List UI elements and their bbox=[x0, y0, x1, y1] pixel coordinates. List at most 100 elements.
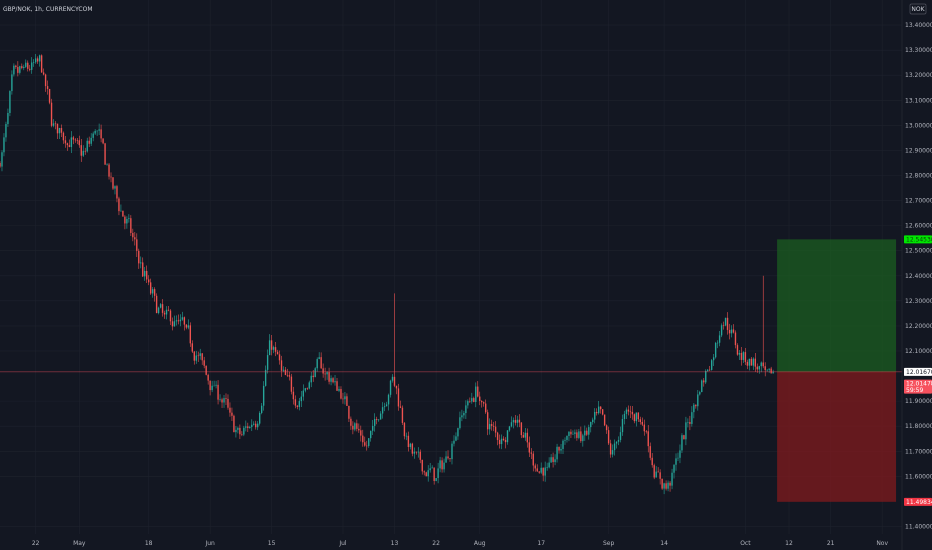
candle-body bbox=[201, 353, 203, 361]
candle-body bbox=[288, 375, 291, 377]
x-tick-label: 21 bbox=[827, 540, 835, 547]
candle-body bbox=[243, 427, 245, 435]
candle-body bbox=[526, 432, 529, 443]
candle-body bbox=[270, 340, 273, 350]
candle-body bbox=[241, 434, 243, 435]
candle-body bbox=[607, 430, 610, 444]
price-axis[interactable]: 13.40000 13.30000 13.20000 13.10000 13.00000… bbox=[901, 0, 932, 550]
candle-body bbox=[383, 406, 386, 408]
candle-body bbox=[643, 424, 645, 432]
candle-body bbox=[631, 411, 634, 415]
candle-body bbox=[120, 210, 122, 212]
candle-body bbox=[185, 324, 188, 328]
profit-zone[interactable] bbox=[777, 239, 897, 372]
candle-body bbox=[142, 262, 144, 277]
candle-body bbox=[709, 369, 711, 371]
candle-body bbox=[334, 381, 336, 383]
y-tick-label: 12.80000 bbox=[905, 172, 932, 179]
candle-body bbox=[762, 362, 764, 367]
candle-body bbox=[161, 304, 164, 313]
candle-body bbox=[50, 102, 53, 126]
candle-body bbox=[592, 419, 594, 423]
candle-body bbox=[187, 325, 190, 328]
candle-body bbox=[195, 355, 197, 361]
candle-body bbox=[108, 164, 110, 177]
candle-body bbox=[42, 72, 45, 75]
x-tick-label: Aug bbox=[474, 540, 486, 547]
candle-body bbox=[633, 414, 636, 422]
candle-body bbox=[227, 398, 229, 408]
candle-body bbox=[409, 443, 412, 447]
candle-body bbox=[722, 325, 725, 326]
candle-body bbox=[324, 373, 326, 375]
candle-body bbox=[504, 439, 507, 443]
candle-body bbox=[381, 407, 384, 414]
candle-body bbox=[44, 74, 47, 87]
candle-body bbox=[639, 419, 642, 422]
candle-body bbox=[609, 443, 612, 455]
candle-body bbox=[13, 65, 15, 75]
candle-body bbox=[379, 413, 382, 420]
position-zones[interactable] bbox=[777, 239, 897, 502]
candle-body bbox=[445, 456, 447, 463]
candle-body bbox=[116, 186, 118, 199]
currency-button[interactable]: NOK bbox=[909, 3, 927, 15]
candle-body bbox=[613, 443, 616, 451]
candle-body bbox=[360, 430, 362, 436]
candle-body bbox=[518, 419, 521, 423]
candle-body bbox=[19, 66, 21, 73]
candle-body bbox=[582, 435, 584, 442]
candle-body bbox=[128, 218, 130, 220]
candle-body bbox=[62, 132, 65, 141]
candle-body bbox=[25, 62, 27, 67]
candle-body bbox=[21, 66, 23, 69]
x-tick-label: Nov bbox=[876, 540, 888, 547]
candle-body bbox=[177, 320, 180, 322]
candle-body bbox=[734, 332, 737, 346]
candle-body bbox=[86, 140, 88, 152]
candle-body bbox=[100, 129, 102, 139]
candle-body bbox=[362, 435, 364, 443]
candle-body bbox=[494, 426, 497, 433]
candle-body bbox=[605, 425, 608, 431]
y-tick-label: 12.60000 bbox=[905, 223, 932, 230]
candle-body bbox=[330, 378, 332, 382]
candle-body bbox=[744, 352, 747, 362]
y-tick-label: 13.40000 bbox=[905, 22, 932, 29]
candle-body bbox=[358, 428, 360, 431]
candle-body bbox=[74, 139, 77, 141]
candle-body bbox=[407, 435, 410, 447]
candle-body bbox=[98, 129, 100, 131]
candle-body bbox=[544, 467, 546, 476]
candle-body bbox=[399, 406, 402, 408]
candle-body bbox=[171, 321, 174, 327]
candle-body bbox=[530, 452, 532, 454]
candle-body bbox=[572, 433, 574, 435]
candle-body bbox=[332, 378, 334, 383]
candle-body bbox=[179, 319, 182, 322]
candle-body bbox=[649, 446, 651, 458]
candle-body bbox=[286, 375, 289, 376]
candle-body bbox=[534, 465, 536, 469]
candle-body bbox=[354, 423, 356, 430]
symbol-title: GBP/NOK, 1h, CURRENCYCOM bbox=[3, 6, 93, 13]
candle-body bbox=[586, 430, 588, 435]
time-axis[interactable]: 22 May 18 Jun 15 Jul 13 22 Aug 17 Sep 14 Oct 12 21 Nov bbox=[32, 540, 889, 547]
loss-zone[interactable] bbox=[777, 371, 897, 502]
candle-body bbox=[490, 424, 493, 426]
candle-body bbox=[138, 250, 140, 264]
candle-body bbox=[213, 385, 215, 387]
candle-body bbox=[453, 440, 455, 444]
candle-body bbox=[714, 342, 717, 358]
candle-body bbox=[247, 426, 249, 429]
candle-body bbox=[475, 386, 477, 402]
candle-body bbox=[149, 282, 152, 294]
candle-body bbox=[326, 372, 328, 375]
candle-body bbox=[514, 420, 517, 423]
candle-body bbox=[132, 232, 134, 238]
candle-body bbox=[31, 62, 33, 70]
candle-body bbox=[754, 358, 756, 367]
candle-body bbox=[461, 415, 463, 418]
candle-body bbox=[488, 424, 491, 430]
